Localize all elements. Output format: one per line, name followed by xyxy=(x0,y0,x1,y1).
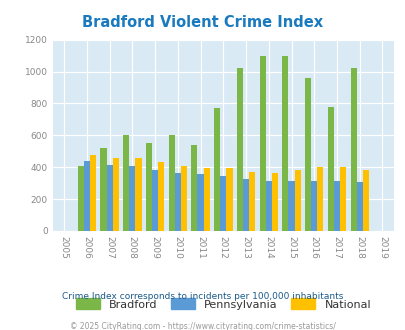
Bar xyxy=(168,135,174,231)
Bar xyxy=(129,166,135,231)
Bar xyxy=(339,167,345,231)
Bar xyxy=(226,168,232,231)
Bar xyxy=(145,143,151,231)
Bar xyxy=(259,56,265,231)
Bar xyxy=(181,166,187,231)
Bar xyxy=(271,173,277,231)
Text: © 2025 CityRating.com - https://www.cityrating.com/crime-statistics/: © 2025 CityRating.com - https://www.city… xyxy=(70,322,335,330)
Bar xyxy=(135,158,141,231)
Bar xyxy=(220,176,226,231)
Bar xyxy=(288,181,294,231)
Bar xyxy=(151,170,158,231)
Text: Crime Index corresponds to incidents per 100,000 inhabitants: Crime Index corresponds to incidents per… xyxy=(62,292,343,301)
Bar xyxy=(203,168,209,231)
Bar xyxy=(106,165,113,231)
Bar xyxy=(236,68,242,231)
Bar xyxy=(77,166,83,231)
Text: Bradford Violent Crime Index: Bradford Violent Crime Index xyxy=(82,15,323,30)
Bar xyxy=(362,170,368,231)
Bar xyxy=(90,155,96,231)
Bar xyxy=(242,179,249,231)
Bar xyxy=(304,78,310,231)
Bar xyxy=(317,167,323,231)
Bar xyxy=(213,108,220,231)
Bar xyxy=(327,107,333,231)
Bar xyxy=(197,174,203,231)
Bar xyxy=(100,148,106,231)
Bar xyxy=(281,56,288,231)
Bar xyxy=(356,182,362,231)
Legend: Bradford, Pennsylvania, National: Bradford, Pennsylvania, National xyxy=(71,294,375,314)
Bar xyxy=(350,68,356,231)
Bar xyxy=(249,172,255,231)
Bar xyxy=(265,181,271,231)
Bar xyxy=(123,135,129,231)
Bar xyxy=(333,181,339,231)
Bar xyxy=(310,181,317,231)
Bar xyxy=(191,145,197,231)
Bar xyxy=(113,158,119,231)
Bar xyxy=(174,173,181,231)
Bar xyxy=(83,161,90,231)
Bar xyxy=(158,162,164,231)
Bar xyxy=(294,170,300,231)
